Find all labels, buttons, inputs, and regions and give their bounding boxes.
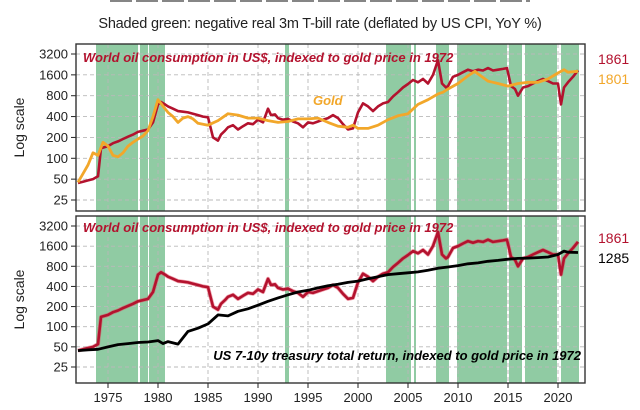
negative-real-rate-band [285,44,289,211]
y-tick-label: 800 [46,88,68,103]
x-tick-label: 1985 [194,390,223,405]
negative-real-rate-band [285,216,289,383]
y-tick-label: 25 [54,193,68,208]
end-value-label-treasury: 1285 [598,250,629,266]
panel-top: 25 50 100 200 400 800 1600 3200 Log scale World o… [11,43,629,212]
y-axis-label: Log scale [11,269,27,329]
negative-real-rate-band [149,216,165,383]
y-tick-label: 1600 [39,67,68,82]
y-axis-label: Log scale [11,97,27,157]
x-tick-label: 2005 [394,390,423,405]
end-value-label-oil: 1861 [598,51,629,67]
x-tick-label: 2000 [344,390,373,405]
x-tick-label: 2010 [444,390,473,405]
end-value-label-oil: 1861 [598,230,629,246]
y-tick-label: 3200 [39,47,68,62]
series-line-gold [76,68,579,184]
negative-real-rate-band [414,216,416,383]
clipped-title-remnant [110,0,530,2]
x-tick-label: 1995 [294,390,323,405]
x-tick-label: 1980 [144,390,173,405]
panel-frame [75,43,586,212]
negative-real-rate-band [96,44,138,211]
annotation-gold: Gold [313,93,344,108]
negative-real-rate-band [525,44,557,211]
annotation-oil: World oil consumption in US$, indexed to… [83,50,454,65]
panel-bottom: 25 50 100 200 400 800 1600 3200 Log scale World o… [11,215,629,384]
y-tick-label: 3200 [39,219,68,234]
negative-real-rate-band [436,44,449,211]
x-tick-label: 1975 [94,390,123,405]
negative-real-rate-band [525,216,557,383]
negative-real-rate-band [509,44,522,211]
negative-real-rate-band [386,216,411,383]
end-value-label-gold: 1801 [598,71,629,87]
y-tick-label: 100 [46,151,68,166]
series-line-oil [77,58,580,185]
x-tick-label: 1990 [244,390,273,405]
y-tick-label: 200 [46,299,68,314]
negative-real-rate-band [96,216,138,383]
panel-frame [75,215,586,384]
y-tick-label: 50 [54,172,68,187]
series-line-oil [77,230,580,352]
y-tick-label: 1600 [39,239,68,254]
negative-real-rate-band [414,44,416,211]
x-tick-label: 2015 [494,390,523,405]
x-axis: 1975 1980 1985 1990 1995 2000 2005 2010 2015 2020 [94,383,573,405]
y-tick-label: 200 [46,130,68,145]
negative-real-rate-band [386,44,411,211]
y-tick-label: 50 [54,339,68,354]
y-tick-label: 400 [46,279,68,294]
series-line-treasury [77,249,579,352]
negative-real-rate-band [140,44,148,211]
y-tick-label: 400 [46,109,68,124]
y-tick-label: 100 [46,319,68,334]
y-tick-label: 800 [46,259,68,274]
chart-subtitle: Shaded green: negative real 3m T-bill ra… [98,16,542,32]
y-tick-label: 25 [54,360,68,375]
x-tick-label: 2020 [544,390,573,405]
annotation-oil: World oil consumption in US$, indexed to… [83,220,454,235]
annotation-treasury: US 7-10y treasury total return, indexed … [213,348,581,363]
negative-real-rate-band [149,44,165,211]
